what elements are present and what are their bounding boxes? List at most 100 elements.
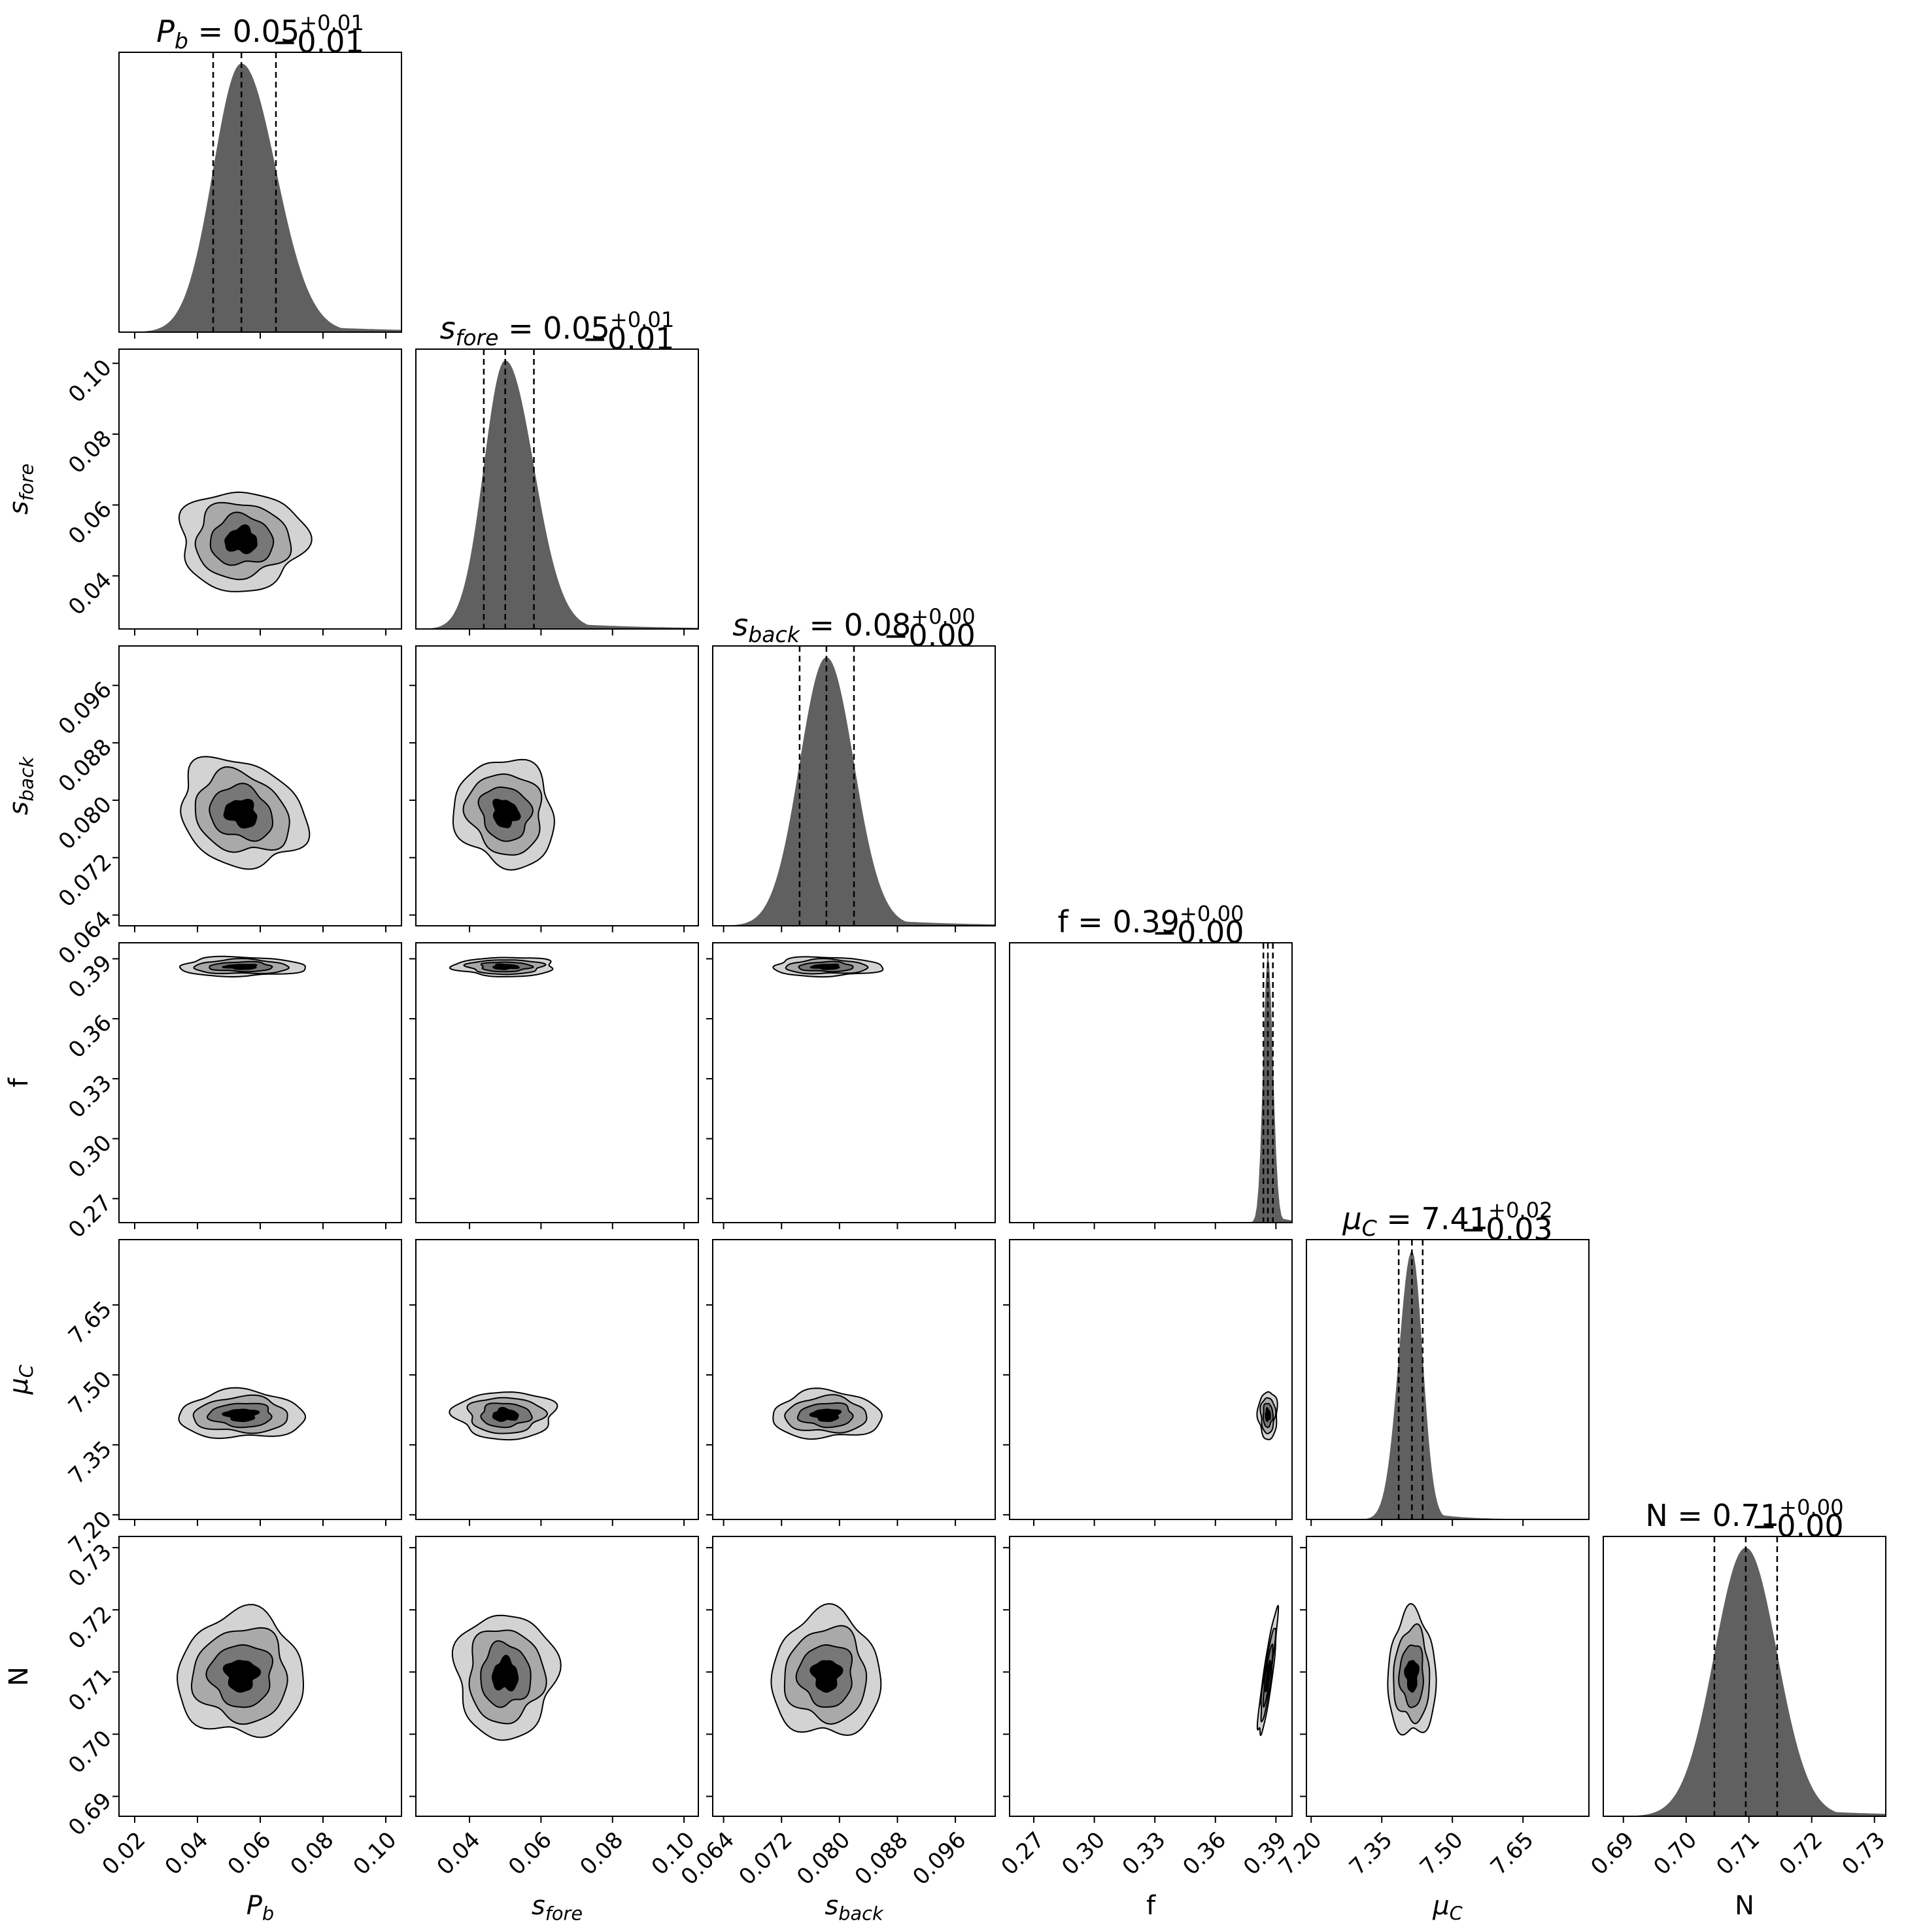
x-axis-label-N: N <box>1735 1891 1754 1921</box>
x-tick-label-sback-1: 0.072 <box>734 1827 798 1890</box>
title-Pb: Pb = 0.05+0.01 <box>156 10 364 54</box>
panel-frame <box>1306 1536 1590 1817</box>
title-sfore: sfore = 0.05+0.01 <box>440 307 675 350</box>
contour-level-1 <box>222 1659 262 1693</box>
histogram-f: f = 0.39+0.00−0.00 <box>1009 901 1293 1229</box>
contour-sfore-vs-N: 0.04 0.06 0.08 0.10 <box>409 1536 700 1880</box>
histogram-Pb: Pb = 0.05+0.01−0.01 <box>118 10 402 339</box>
x-tick-label-f-3: 0.36 <box>1178 1827 1231 1880</box>
contour-level-1 <box>492 1406 519 1422</box>
contour-sfore-vs-muC <box>409 1239 699 1526</box>
x-tick-label-muC-2: 7.50 <box>1415 1827 1469 1880</box>
x-tick-label-N-4: 0.73 <box>1837 1827 1890 1880</box>
histogram-fill-f <box>1010 955 1292 1223</box>
histogram-fill-Pb <box>119 63 401 332</box>
x-tick-label-sback-3: 0.088 <box>850 1827 913 1890</box>
contour-level-1 <box>809 1660 843 1693</box>
x-tick-label-N-2: 0.71 <box>1711 1827 1765 1880</box>
x-tick-label-sback-2: 0.080 <box>792 1827 855 1890</box>
contour-level-1 <box>224 524 258 554</box>
contour-level-1 <box>1265 1407 1271 1422</box>
x-tick-label-N-1: 0.70 <box>1648 1827 1702 1880</box>
contour-muC-vs-N: 7.20 7.35 7.50 7.65 <box>1274 1536 1590 1880</box>
contour-f-vs-N: 0.27 0.30 0.33 0.36 0.39 <box>997 1536 1293 1880</box>
contour-sback-vs-muC <box>706 1239 996 1526</box>
y-axis-label-sfore: sfore <box>4 464 38 515</box>
y-tick-label-sfore-0: 0.04 <box>63 567 117 620</box>
panel-frame <box>1009 942 1293 1223</box>
x-tick-label-sfore-0: 0.04 <box>432 1827 486 1880</box>
panel-frame <box>118 1239 402 1520</box>
x-tick-label-Pb-3: 0.08 <box>286 1827 339 1880</box>
contour-level-1 <box>222 1408 260 1422</box>
y-axis-label-muC: μC <box>4 1364 38 1395</box>
y-axis-label-f: f <box>4 1077 34 1087</box>
title-minus-f: −0.00 <box>1152 915 1244 950</box>
histogram-fill-sback <box>713 657 995 926</box>
x-tick-label-f-1: 0.30 <box>1057 1827 1110 1880</box>
panel-frame <box>712 942 996 1223</box>
panel-frame <box>712 645 996 926</box>
x-tick-label-muC-0: 7.20 <box>1274 1827 1327 1880</box>
title-sback: sback = 0.08+0.00 <box>732 604 976 647</box>
contour-level-1 <box>492 798 521 828</box>
contour-Pb-vs-sfore: 0.04 0.06 0.08 0.10 <box>63 348 402 636</box>
title-muC: μC = 7.41+0.02 <box>1342 1198 1552 1241</box>
x-tick-label-sfore-1: 0.06 <box>503 1827 557 1880</box>
y-axis-label-sback: sback <box>4 756 38 815</box>
title-minus-sfore: −0.01 <box>582 321 674 356</box>
x-tick-label-sback-4: 0.096 <box>908 1827 971 1890</box>
histogram-fill-N <box>1603 1548 1886 1816</box>
y-tick-label-f-0: 0.27 <box>63 1190 117 1244</box>
panel-frame <box>415 348 699 630</box>
y-tick-label-muC-3: 7.65 <box>63 1296 117 1349</box>
title-minus-Pb: −0.01 <box>272 24 364 59</box>
y-tick-label-muC-1: 7.35 <box>63 1436 117 1489</box>
y-tick-label-sback-2: 0.080 <box>54 791 117 855</box>
panel-frame <box>415 942 699 1223</box>
title-minus-N: −0.00 <box>1752 1508 1844 1544</box>
panel-frame <box>712 1536 996 1817</box>
x-axis-label-sfore: sfore <box>532 1891 583 1925</box>
y-tick-label-N-1: 0.70 <box>63 1725 117 1779</box>
x-axis-label-sback: sback <box>825 1891 884 1925</box>
contour-sfore-vs-f <box>409 942 699 1229</box>
histogram-fill-sfore <box>416 360 698 629</box>
histogram-fill-muC <box>1306 1251 1589 1519</box>
title-f: f = 0.39+0.00 <box>1057 901 1244 940</box>
panel-frame <box>415 645 699 926</box>
contour-level-1 <box>809 963 841 970</box>
y-axis-label-N: N <box>4 1667 34 1686</box>
panel-frame <box>1009 1239 1293 1520</box>
contour-level-1 <box>491 1654 519 1692</box>
y-tick-label-sfore-1: 0.06 <box>63 496 117 550</box>
contour-level-1 <box>222 964 258 970</box>
contour-level-1 <box>223 798 258 829</box>
panel-frame <box>1009 1536 1293 1817</box>
histogram-sback: sback = 0.08+0.00−0.00 <box>712 604 996 932</box>
x-tick-label-Pb-0: 0.02 <box>97 1827 151 1880</box>
contour-sback-vs-f <box>706 942 996 1229</box>
contour-Pb-vs-f: 0.270.300.330.360.39 <box>63 942 402 1244</box>
x-tick-label-N-3: 0.72 <box>1774 1827 1828 1880</box>
corner-panels: Pb = 0.05+0.01−0.010.040.060.080.10sfore… <box>54 10 1890 1890</box>
title-minus-muC: −0.03 <box>1461 1212 1553 1247</box>
histogram-sfore: sfore = 0.05+0.01−0.01 <box>415 307 699 636</box>
contour-level-1 <box>809 1408 842 1422</box>
contour-level-1 <box>1404 1659 1420 1693</box>
y-tick-label-f-1: 0.30 <box>63 1130 117 1183</box>
x-tick-label-Pb-1: 0.04 <box>160 1827 214 1880</box>
contour-Pb-vs-muC: 7.207.357.507.65 <box>63 1239 402 1559</box>
x-axis-label-muC: μC <box>1432 1891 1463 1925</box>
x-tick-label-Pb-4: 0.10 <box>349 1827 402 1880</box>
histogram-N: N = 0.71+0.00−0.00 0.69 0.70 0.71 0.72 0.73 <box>1586 1495 1890 1880</box>
x-tick-label-N-0: 0.69 <box>1586 1827 1639 1880</box>
y-tick-label-f-3: 0.36 <box>63 1010 117 1064</box>
y-tick-label-sback-4: 0.096 <box>54 677 117 740</box>
contour-level-1 <box>492 963 520 970</box>
panel-frame <box>1306 1239 1590 1520</box>
y-tick-label-N-0: 0.69 <box>63 1788 117 1841</box>
y-tick-label-sback-1: 0.072 <box>54 849 117 912</box>
x-axis-label-f: f <box>1146 1891 1156 1921</box>
